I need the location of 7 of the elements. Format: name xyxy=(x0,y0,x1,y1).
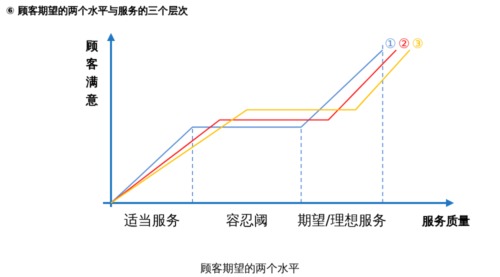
title: ⑥ 顾客期望的两个水平与服务的三个层次 xyxy=(6,6,188,17)
annotation: 适当服务 xyxy=(124,213,180,229)
annotation: 顾客期望的两个水平 xyxy=(200,262,300,275)
annotation: 容忍阈 xyxy=(226,213,268,229)
annotation: 期望/理想服务 xyxy=(298,213,386,229)
ylabel: 顾客满意 xyxy=(86,39,98,107)
xlabel: 服务质量 xyxy=(422,214,470,228)
